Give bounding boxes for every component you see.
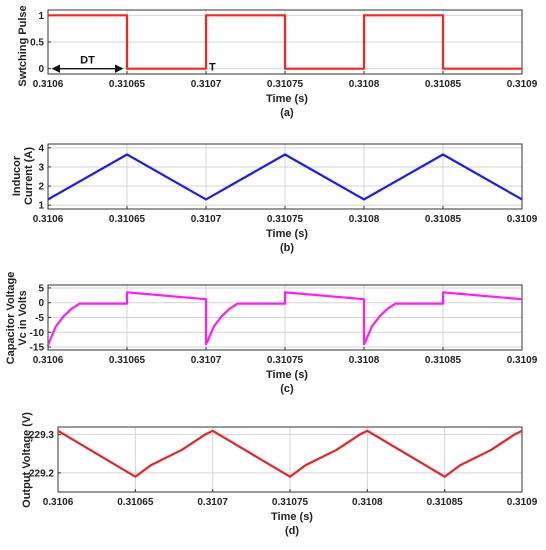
x-tick-label: 0.3109 xyxy=(507,497,538,508)
x-tick-label: 0.31085 xyxy=(427,497,464,508)
y-tick-label: 1 xyxy=(38,11,44,22)
x-tick-label: 0.3106 xyxy=(33,214,64,225)
x-tick-label: 0.3107 xyxy=(191,214,222,225)
y-axis-label-line: Current (A) xyxy=(23,147,35,205)
x-tick-label: 0.3108 xyxy=(349,214,380,225)
y-tick-label: 0 xyxy=(38,298,44,309)
x-tick-label: 0.3109 xyxy=(507,214,538,225)
series-line xyxy=(46,291,523,346)
y-axis-label: Capacitor VoltageVc in Volts xyxy=(5,272,29,365)
y-axis-label: Output Voltage (V) xyxy=(21,412,33,508)
x-tick-label: 0.31065 xyxy=(109,214,146,225)
x-tick-label: 0.31065 xyxy=(109,79,146,90)
x-tick-label: 0.31075 xyxy=(267,355,304,366)
x-tick-label: 0.31085 xyxy=(425,355,462,366)
x-tick-label: 0.3106 xyxy=(33,355,64,366)
x-tick-label: 0.31075 xyxy=(267,79,304,90)
t-annotation: T xyxy=(209,62,216,74)
x-tick-label: 0.3107 xyxy=(191,79,222,90)
y-axis-label-line: Swtching Pulse xyxy=(17,5,29,86)
x-tick-label: 0.3108 xyxy=(349,79,380,90)
y-axis-label-line: Output Voltage (V) xyxy=(21,412,33,508)
y-tick-label: 0.5 xyxy=(30,38,44,49)
x-tick-label: 0.3108 xyxy=(352,497,383,508)
y-axis-label: Swtching Pulse xyxy=(17,5,29,86)
panel-caption: (b) xyxy=(280,242,294,254)
x-tick-label: 0.31085 xyxy=(425,79,462,90)
x-tick-label: 0.3106 xyxy=(33,79,64,90)
dt-annotation: DT xyxy=(80,55,95,67)
x-tick-label: 0.3106 xyxy=(43,497,74,508)
y-axis-label: InducorCurrent (A) xyxy=(11,147,35,205)
x-axis-label: Time (s) xyxy=(266,93,308,105)
y-axis-label-line: Inducor xyxy=(11,155,23,196)
x-tick-label: 0.31065 xyxy=(117,497,154,508)
y-tick-label: 2 xyxy=(38,182,44,193)
x-tick-label: 0.31085 xyxy=(425,214,462,225)
x-tick-label: 0.3109 xyxy=(507,79,538,90)
panel-caption: (c) xyxy=(280,383,294,395)
panel-c: 0.3106 0.31065 0.3107 0.31075 0.3108 0.31085 0… xyxy=(5,272,538,395)
y-tick-label: 1 xyxy=(38,201,44,212)
y-tick-label: 0 xyxy=(38,64,44,75)
panel-b: 0.3106 0.31065 0.3107 0.31075 0.3108 0.31085 0… xyxy=(11,143,538,254)
y-axis-label-line: Vc in Volts xyxy=(17,290,29,345)
x-axis-label: Time (s) xyxy=(266,369,308,381)
y-tick-label: 5 xyxy=(38,283,44,294)
y-tick-label: -10 xyxy=(30,328,45,339)
series-line xyxy=(48,14,522,70)
x-tick-label: 0.3109 xyxy=(507,355,538,366)
panel-d: 0.3106 0.31065 0.3107 0.31075 0.3108 0.31085 0… xyxy=(21,412,538,537)
x-tick-label: 0.3107 xyxy=(191,355,222,366)
y-tick-label: 229.2 xyxy=(29,468,54,479)
series-line xyxy=(47,153,523,201)
panel-caption: (a) xyxy=(280,107,294,119)
y-tick-label: -15 xyxy=(30,343,45,354)
x-tick-label: 0.3108 xyxy=(349,355,380,366)
y-tick-label: 3 xyxy=(38,162,44,173)
x-tick-label: 0.3107 xyxy=(197,497,228,508)
x-tick-label: 0.31065 xyxy=(109,355,146,366)
y-tick-label: 229.3 xyxy=(29,430,54,441)
y-axis-label-line: Capacitor Voltage xyxy=(5,272,17,365)
x-tick-label: 0.31075 xyxy=(267,214,304,225)
x-axis-label: Time (s) xyxy=(266,228,308,240)
panel-a: 0.3106 0.31065 0.3107 0.31075 0.3108 0.31085 0… xyxy=(17,5,538,119)
y-tick-label: 4 xyxy=(38,143,44,154)
x-axis-label: Time (s) xyxy=(271,511,313,523)
y-tick-label: -5 xyxy=(35,313,44,324)
panel-caption: (d) xyxy=(285,525,299,537)
x-tick-label: 0.31075 xyxy=(272,497,309,508)
series-line xyxy=(57,429,523,478)
